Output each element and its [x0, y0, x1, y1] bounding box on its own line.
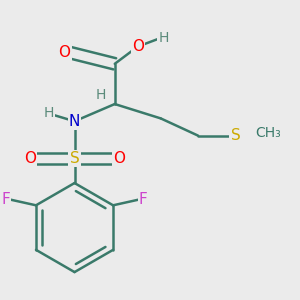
Text: S: S [230, 128, 240, 143]
Text: O: O [132, 39, 144, 54]
Text: O: O [58, 45, 70, 60]
Text: H: H [95, 88, 106, 102]
Text: O: O [24, 151, 36, 166]
Text: F: F [139, 192, 148, 207]
Text: CH₃: CH₃ [256, 126, 281, 140]
Text: F: F [2, 192, 10, 207]
Text: H: H [158, 31, 169, 45]
Text: O: O [113, 151, 125, 166]
Text: H: H [44, 106, 54, 120]
Text: N: N [69, 114, 80, 129]
Text: S: S [70, 151, 80, 166]
